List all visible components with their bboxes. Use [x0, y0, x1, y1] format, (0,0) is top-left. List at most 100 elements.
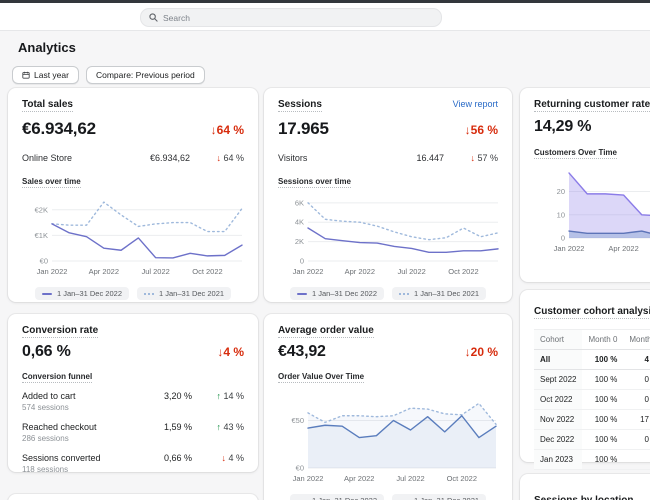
funnel-step-sessions: 574 sessions — [22, 403, 69, 412]
search-icon — [149, 13, 158, 22]
sessions-card: Sessions View report 17.965 ↓56 % Visito… — [264, 88, 512, 302]
aov-change-badge: ↓20 % — [464, 345, 498, 359]
returning-rate-value: 14,29 % — [534, 118, 592, 135]
up-arrow-icon: ↑ — [216, 422, 221, 432]
down-arrow-icon: ↓ — [221, 453, 226, 463]
compare-label: Compare: Previous period — [95, 70, 195, 80]
svg-text:0: 0 — [300, 257, 304, 266]
svg-text:€0: €0 — [296, 464, 304, 473]
date-range-label: Last year — [34, 70, 69, 80]
cohort-title[interactable]: Customer cohort analysis — [534, 306, 650, 319]
sales-over-time-chart: €2K €1K €0 Jan 2022 Apr 2022 Jul 2022 Oct 2022 — [22, 189, 244, 286]
breakdown-label: Online Store — [22, 153, 73, 163]
svg-text:Apr 2022: Apr 2022 — [608, 244, 638, 253]
up-arrow-icon: ↑ — [216, 391, 221, 401]
svg-text:Jan 2022: Jan 2022 — [37, 267, 68, 276]
svg-text:Oct 2022: Oct 2022 — [192, 267, 222, 276]
aov-chart-title[interactable]: Order Value Over Time — [278, 372, 365, 383]
table-row[interactable]: Jan 2023 100 % — [534, 449, 650, 470]
aov-value: €43,92 — [278, 343, 326, 360]
svg-text:Jan 2022: Jan 2022 — [293, 267, 324, 276]
returning-customer-rate-card: Returning customer rate 14,29 % Customer… — [520, 88, 650, 282]
svg-text:Jul 2022: Jul 2022 — [397, 267, 425, 276]
breakdown-label: Visitors — [278, 153, 308, 163]
funnel-title[interactable]: Conversion funnel — [22, 372, 93, 383]
svg-text:Jul 2022: Jul 2022 — [396, 474, 424, 483]
svg-text:Oct 2022: Oct 2022 — [448, 267, 478, 276]
funnel-step-label: Reached checkout 286 sessions — [22, 422, 132, 443]
conversion-change-badge: ↓4 % — [217, 345, 244, 359]
view-report-link[interactable]: View report — [452, 99, 498, 109]
svg-text:20: 20 — [557, 187, 565, 196]
funnel-row: Added to cart 574 sessions 3,20 % ↑ 14 % — [22, 391, 244, 412]
breakdown-value: €6.934,62 — [149, 153, 190, 163]
svg-text:Apr 2022: Apr 2022 — [344, 474, 374, 483]
svg-text:Apr 2022: Apr 2022 — [89, 267, 119, 276]
svg-text:Jul 2022: Jul 2022 — [141, 267, 169, 276]
compare-button[interactable]: Compare: Previous period — [85, 66, 205, 84]
svg-text:€0: €0 — [40, 257, 48, 266]
funnel-row: Sessions converted 118 sessions 0,66 % ↓ … — [22, 453, 244, 474]
sessions-chart-legend: 1 Jan–31 Dec 2022 1 Jan–31 Dec 2021 — [278, 287, 498, 300]
solid-line-swatch — [296, 292, 307, 295]
breakdown-change: ↓ 64 % — [216, 153, 244, 163]
funnel-step-change: ↓ 4 % — [221, 453, 244, 463]
svg-text:€50: €50 — [291, 416, 304, 425]
aov-chart-legend: 1 Jan–31 Dec 2022 1 Jan–31 Dec 2021 — [278, 494, 498, 500]
sessions-change-badge: ↓56 % — [464, 123, 498, 137]
sales-chart-legend: 1 Jan–31 Dec 2022 1 Jan–31 Dec 2021 — [22, 287, 244, 300]
search-input[interactable]: Search — [140, 8, 442, 27]
svg-text:€1K: €1K — [35, 231, 48, 240]
conversion-rate-card: Conversion rate 0,66 % ↓4 % Conversion f… — [8, 314, 258, 474]
dotted-line-swatch — [144, 292, 154, 295]
total-sales-breakdown-row: Online Store €6.934,62 ↓ 64 % — [22, 153, 244, 163]
conversion-value: 0,66 % — [22, 343, 71, 360]
funnel-step-label: Sessions converted 118 sessions — [22, 453, 132, 474]
legend-current: 1 Jan–31 Dec 2022 — [34, 287, 129, 300]
svg-text:Jan 2022: Jan 2022 — [554, 244, 585, 253]
funnel-step-sessions: 118 sessions — [22, 465, 69, 474]
customers-chart-title[interactable]: Customers Over Time — [534, 148, 617, 159]
filter-bar: Last year Compare: Previous period — [12, 66, 205, 84]
cohort-header-row: Cohort Month 0 Month 1 — [534, 329, 650, 350]
order-value-over-time-chart: €50 €0 Jan 2022 Apr 2022 Jul 2022 Oct 2022 — [278, 384, 498, 493]
sessions-by-location-card: Sessions by location — [520, 474, 650, 500]
funnel-step-value: 3,20 % — [163, 391, 192, 401]
sessions-by-location-title[interactable]: Sessions by location — [534, 495, 634, 500]
search-placeholder: Search — [163, 12, 190, 23]
aov-title[interactable]: Average order value — [278, 325, 374, 338]
down-arrow-icon: ↓ — [216, 153, 221, 163]
topbar: Search — [0, 3, 650, 31]
total-sales-card: Total sales €6.934,62 ↓64 % Online Store… — [8, 88, 258, 302]
sessions-chart-title[interactable]: Sessions over time — [278, 177, 351, 188]
sessions-breakdown-row: Visitors 16.447 ↓ 57 % — [278, 153, 498, 163]
sessions-title[interactable]: Sessions — [278, 99, 322, 112]
sessions-value: 17.965 — [278, 119, 329, 138]
svg-text:Oct 2022: Oct 2022 — [447, 474, 477, 483]
date-range-button[interactable]: Last year — [12, 66, 79, 84]
total-sales-title[interactable]: Total sales — [22, 99, 73, 112]
legend-current: 1 Jan–31 Dec 2022 — [289, 287, 384, 300]
cohort-analysis-card: Customer cohort analysis Cohort Month 0 … — [520, 290, 650, 488]
total-sales-change-badge: ↓64 % — [210, 123, 244, 137]
next-card-sliver — [8, 494, 258, 500]
svg-text:Jan 2022: Jan 2022 — [293, 474, 324, 483]
funnel-row: Reached checkout 286 sessions 1,59 % ↑ 43… — [22, 422, 244, 443]
svg-text:€2K: €2K — [35, 205, 48, 214]
legend-previous: 1 Jan–31 Dec 2021 — [392, 287, 487, 300]
calendar-icon — [22, 71, 30, 79]
down-arrow-icon: ↓ — [470, 153, 475, 163]
svg-text:4K: 4K — [295, 218, 304, 227]
sales-chart-title[interactable]: Sales over time — [22, 177, 81, 188]
solid-line-swatch — [41, 292, 52, 295]
conversion-title[interactable]: Conversion rate — [22, 325, 99, 338]
returning-rate-title[interactable]: Returning customer rate — [534, 99, 650, 112]
sessions-over-time-chart: 6K 4K 2K 0 Jan 2022 Apr 2022 Jul 2022 Oct 2022 — [278, 189, 499, 286]
